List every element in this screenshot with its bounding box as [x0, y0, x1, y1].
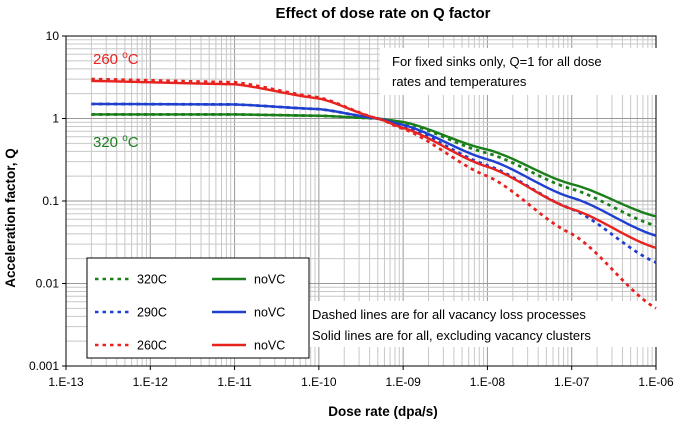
temp-320-unit: C: [128, 134, 139, 151]
x-tick-label: 1.E-09: [385, 375, 421, 389]
legend-label-novc: noVC: [254, 306, 285, 320]
temp-260-unit: C: [128, 51, 139, 68]
legend-label-novc: noVC: [254, 273, 285, 287]
x-axis-label: Dose rate (dpa/s): [328, 404, 438, 419]
series-line-320c-dashed-0: [91, 113, 657, 228]
y-tick-label: 10: [46, 29, 60, 43]
y-tick-label: 0.01: [36, 277, 60, 291]
y-axis-label: Acceleration factor, Q: [3, 148, 18, 288]
y-tick-label: 1: [52, 112, 59, 126]
fixed-sinks-note-line2: rates and temperatures: [392, 74, 527, 89]
x-tick-label: 1.E-08: [470, 375, 506, 389]
temp-320-degree: o: [122, 133, 128, 144]
y-tick-label: 0.1: [42, 194, 59, 208]
x-axis-ticks: 1.E-13 1.E-12 1.E-11 1.E-10 1.E-09 1.E-08 1.E-…: [48, 366, 674, 389]
legend: 320C noVC 290C noVC 260C noVC: [95, 273, 285, 353]
temp-320-value: 320: [93, 134, 122, 151]
temperature-label-320: 320 oC: [93, 133, 139, 151]
x-tick-label: 1.E-13: [48, 375, 84, 389]
legend-label-260c: 260C: [137, 339, 167, 353]
solid-lines-note: Solid lines are for all, excluding vacan…: [312, 328, 591, 343]
y-axis-ticks: 0.001 0.01 0.1 1 10: [29, 29, 66, 373]
series-group: [91, 77, 657, 310]
series-line-novc-solid-5: [91, 79, 657, 250]
temperature-label-260: 260 oC: [93, 50, 139, 68]
legend-label-320c: 320C: [137, 273, 167, 287]
y-tick-label: 0.001: [29, 359, 59, 373]
temp-260-value: 260: [93, 51, 122, 68]
legend-label-290c: 290C: [137, 306, 167, 320]
fixed-sinks-box: [380, 48, 660, 95]
x-tick-label: 1.E-11: [217, 375, 252, 389]
x-tick-label: 1.E-07: [554, 375, 590, 389]
x-tick-label: 1.E-10: [301, 375, 337, 389]
legend-label-novc: noVC: [254, 339, 285, 353]
legend-box: [86, 257, 310, 359]
chart-title: Effect of dose rate on Q factor: [275, 5, 490, 22]
line-style-notes-box: [305, 301, 660, 347]
fixed-sinks-note-line1: For fixed sinks only, Q=1 for all dose: [392, 54, 602, 69]
x-tick-label: 1.E-06: [638, 375, 674, 389]
temp-260-degree: o: [122, 50, 128, 61]
dashed-lines-note: Dashed lines are for all vacancy loss pr…: [312, 307, 586, 322]
x-tick-label: 1.E-12: [133, 375, 169, 389]
